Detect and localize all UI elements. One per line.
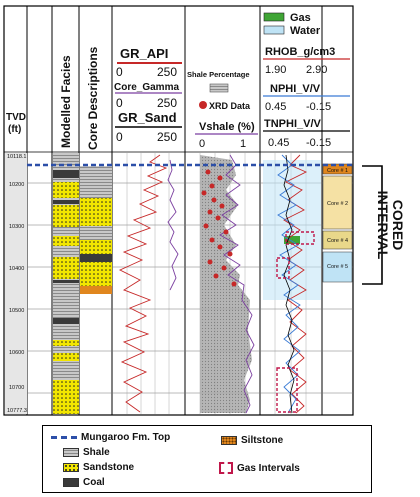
vshale-label: Vshale (%) — [199, 121, 255, 133]
depth-label: 10300 — [9, 224, 24, 230]
xrd-label: XRD Data — [209, 101, 251, 111]
core-2-box — [322, 175, 353, 230]
legend-item-shale: Shale — [63, 447, 110, 458]
core-5-label: Core # 5 — [327, 264, 348, 270]
core-5-box — [322, 251, 353, 283]
modelled-facies-column — [53, 153, 79, 414]
siltstone-swatch-icon — [221, 436, 237, 445]
nphi-max: -0.15 — [306, 101, 331, 113]
gas-fill — [284, 236, 300, 244]
coal-swatch-icon — [63, 478, 79, 487]
sandstone-swatch-icon — [63, 463, 79, 472]
gas-label: Gas — [290, 12, 311, 24]
depth-label: 10400 — [9, 266, 24, 272]
legend-label-siltstone: Siltstone — [241, 435, 284, 446]
legend-item-top: Mungaroo Fm. Top — [51, 432, 170, 443]
gr-api-max: 250 — [157, 65, 177, 79]
tnphi-max: -0.15 — [306, 137, 331, 149]
shale-pct-swatch — [209, 83, 229, 93]
legend-item-siltstone: Siltstone — [221, 435, 283, 446]
tvd-header: TVD — [6, 112, 26, 123]
rhob-label: RHOB_g/cm3 — [265, 46, 335, 58]
gr-api-label: GR_API — [120, 46, 168, 61]
gr-sand-max: 250 — [157, 130, 177, 144]
shale-pct-label: Shale Percentage — [187, 70, 250, 79]
vshale-max: 1 — [240, 138, 246, 150]
legend-label-top: Mungaroo Fm. Top — [81, 432, 171, 443]
legend-box: Mungaroo Fm. Top Shale Sandstone Coal Si… — [42, 425, 372, 493]
core-4-box — [322, 230, 353, 250]
gr-sand-label: GR_Sand — [118, 110, 177, 125]
depth-label: 10118.1 — [7, 154, 26, 160]
xrd-data-points — [201, 169, 237, 287]
tvd-unit: (ft) — [8, 124, 21, 135]
tnphi-min: 0.45 — [268, 137, 289, 149]
nphi-curve — [277, 154, 301, 414]
depth-label: 10200 — [9, 182, 24, 188]
depth-track — [5, 153, 27, 414]
nphi-min: 0.45 — [265, 101, 286, 113]
interval-label: INTERVAL — [375, 191, 391, 260]
facies-header: Modelled Facies — [59, 55, 73, 148]
rhob-min: 1.90 — [265, 64, 286, 76]
dashed-box-icon — [219, 462, 233, 474]
gas-interval-boxes — [276, 231, 315, 413]
legend-item-coal: Coal — [63, 477, 105, 488]
gas-swatch — [263, 12, 285, 22]
depth-label: 10600 — [9, 350, 24, 356]
depth-label: 10777.3 — [7, 408, 27, 414]
legend-label-sandstone: Sandstone — [83, 462, 135, 473]
dashed-line-icon — [51, 436, 77, 439]
legend-item-sandstone: Sandstone — [63, 462, 134, 473]
core-4-label: Core # 4 — [327, 238, 348, 244]
core-1-box — [322, 163, 353, 175]
cored-label: CORED — [390, 200, 406, 251]
gr-api-min: 0 — [116, 65, 123, 79]
shale-swatch-icon — [63, 448, 79, 457]
nphi-label: NPHI_V/V — [270, 83, 321, 95]
tnphi-label: TNPHI_V/V — [264, 118, 322, 130]
shale-percentage-area — [200, 155, 252, 413]
core-gamma-min: 0 — [116, 96, 123, 110]
gr-api-curve — [118, 154, 168, 413]
xrd-marker — [199, 101, 207, 109]
log-frame — [3, 5, 354, 416]
core-gamma-curve — [167, 159, 179, 291]
legend-item-gas-intervals: Gas Intervals — [219, 462, 300, 474]
core-2-label: Core # 2 — [327, 201, 348, 207]
core-gamma-label: Core_Gamma — [114, 82, 179, 93]
legend-label-coal: Coal — [83, 477, 105, 488]
vshale-min: 0 — [199, 138, 205, 150]
core-desc-header: Core Descriptions — [86, 46, 100, 150]
rhob-max: 2.90 — [306, 64, 327, 76]
core-1-label: Core # 1 — [327, 168, 348, 174]
legend-label-gas-intervals: Gas Intervals — [237, 462, 300, 474]
cored-interval-bracket — [362, 165, 383, 285]
legend-label-shale: Shale — [83, 447, 110, 458]
water-swatch — [263, 25, 285, 35]
core-descriptions-column — [80, 166, 112, 294]
vshale-curve — [219, 154, 255, 414]
depth-label: 10500 — [9, 308, 24, 314]
core-gamma-max: 250 — [157, 96, 177, 110]
depth-label: 10700 — [9, 385, 24, 391]
water-label: Water — [290, 25, 321, 37]
gr-sand-min: 0 — [116, 130, 123, 144]
